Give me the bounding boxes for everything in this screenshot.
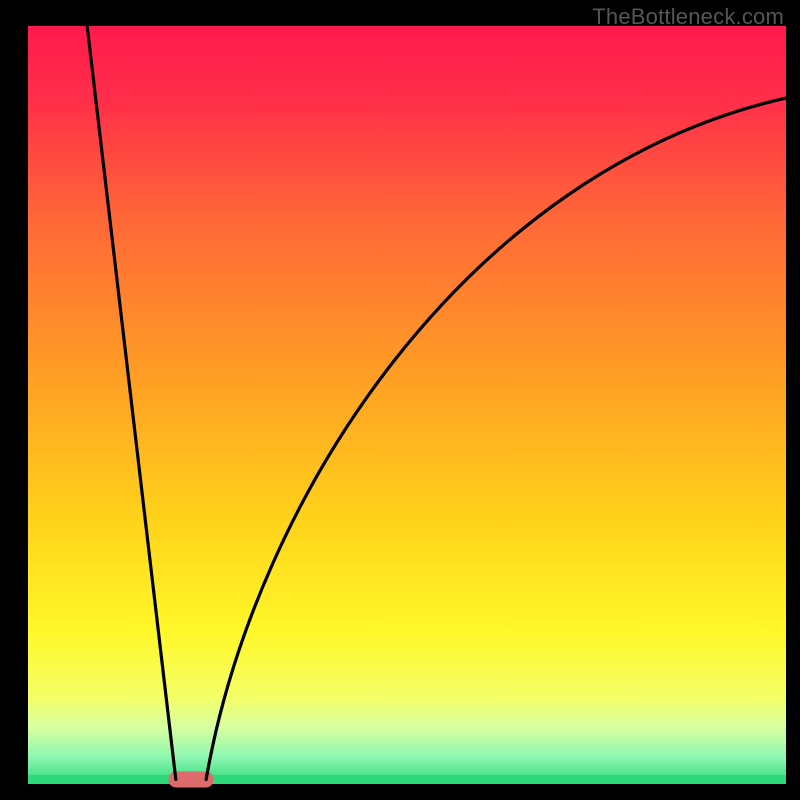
- chart-container: TheBottleneck.com: [0, 0, 800, 800]
- bottleneck-chart-svg: [0, 0, 800, 800]
- watermark-text: TheBottleneck.com: [592, 4, 784, 30]
